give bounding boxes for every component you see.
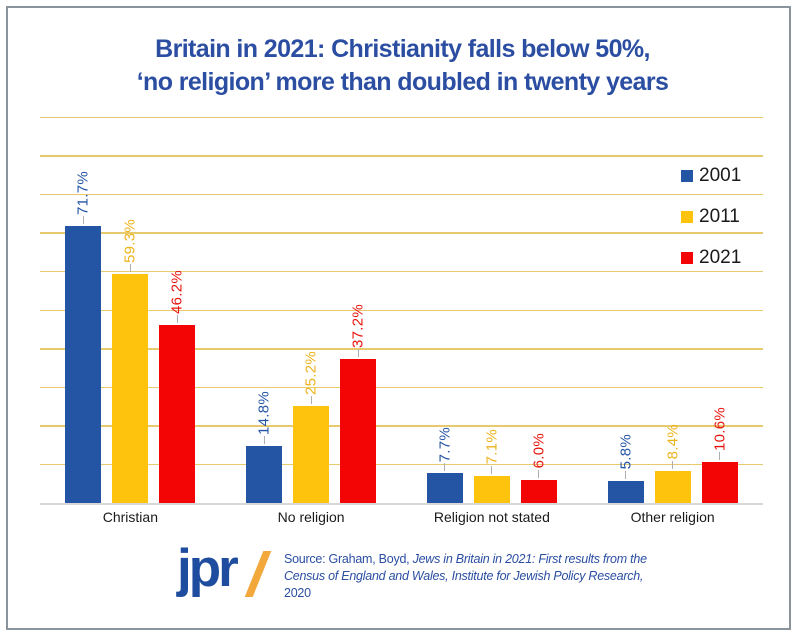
label-leader-tick [176, 314, 178, 323]
label-leader-tick [625, 470, 627, 479]
bar-2021-religion-not-stated: 6.0% [520, 433, 557, 503]
bar-group-other-religion: 5.8% 8.4% 10.6% [582, 117, 763, 503]
label-leader-tick [538, 469, 540, 478]
legend-label: 2011 [699, 206, 740, 227]
legend: 2001 2011 2021 [681, 165, 741, 269]
source-italic: Jews in Britain in 2021: First results f… [412, 552, 647, 566]
source-line: 2020 [284, 585, 647, 602]
bar-group-christian: 71.7% 59.3% 46.2% [40, 117, 221, 503]
gridline [40, 348, 763, 350]
bar-value-label: 10.6% [711, 407, 729, 452]
bar-group-no-religion: 14.8% 25.2% 37.2% [221, 117, 402, 503]
category-label-religion-not-stated: Religion not stated [433, 509, 550, 525]
bar-2001-christian: 71.7% [65, 171, 102, 503]
legend-label: 2021 [699, 247, 742, 268]
gridline [40, 309, 763, 311]
legend-item-2021: 2021 [681, 247, 741, 269]
legend-item-2011: 2011 [681, 206, 741, 228]
bar-value-label: 5.8% [617, 434, 635, 470]
bar-2011-christian: 59.3% [112, 219, 149, 503]
source-line: Source: Graham, Boyd, Jews in Britain in… [284, 551, 647, 568]
gridline [40, 270, 763, 273]
bar-value-label: 71.7% [74, 171, 92, 216]
bar-2001-no-religion: 14.8% [246, 391, 283, 503]
gridline [40, 193, 763, 196]
bar-value-label: 7.1% [483, 429, 501, 465]
label-leader-tick [310, 395, 312, 404]
legend-label: 2001 [699, 165, 742, 186]
label-leader-tick [719, 452, 721, 461]
source-regular: Source: Graham, Boyd, [284, 552, 413, 566]
gridline [40, 425, 763, 427]
chart-title: Britain in 2021: Christianity falls belo… [0, 33, 805, 99]
bar-value-label: 25.2% [302, 350, 320, 395]
jpr-logo: jpr [177, 539, 239, 598]
label-leader-tick [82, 216, 84, 225]
source-text: Source: Graham, Boyd, Jews in Britain in… [284, 551, 647, 601]
legend-item-2001: 2001 [681, 165, 741, 187]
plot-area: 71.7% 59.3% 46.2% 14.8% 25.2% 37.2% 7.7% 7.1% 6.… [40, 116, 763, 505]
gridline [40, 232, 763, 234]
bar-value-label: 8.4% [664, 424, 682, 460]
bar-value-label: 46.2% [168, 269, 186, 314]
bar-2001-other-religion: 5.8% [607, 434, 644, 503]
bar-value-label: 14.8% [255, 390, 273, 435]
label-leader-tick [444, 463, 446, 472]
label-leader-tick [672, 460, 674, 469]
bar-2011-other-religion: 8.4% [654, 424, 691, 503]
gridline [40, 155, 763, 157]
bar-value-label: 59.3% [121, 219, 139, 264]
category-label-no-religion: No religion [277, 509, 345, 525]
category-label-other-religion: Other religion [630, 509, 715, 525]
bar-value-label: 6.0% [530, 433, 548, 469]
chart-title-line1: Britain in 2021: Christianity falls belo… [155, 35, 650, 63]
bar-2011-religion-not-stated: 7.1% [473, 429, 510, 503]
label-leader-tick [491, 465, 493, 474]
bar-value-label: 7.7% [436, 426, 454, 463]
label-leader-tick [357, 349, 359, 358]
legend-swatch-icon [681, 170, 693, 182]
chart-title-line2: ‘no religion’ more than doubled in twent… [136, 68, 669, 96]
source-italic: Census of England and Wales, Institute f… [284, 568, 644, 583]
legend-swatch-icon [681, 211, 693, 223]
category-label-christian: Christian [102, 509, 158, 525]
bar-group-religion-not-stated: 7.7% 7.1% 6.0% [402, 117, 583, 503]
bar-2021-other-religion: 10.6% [701, 407, 738, 503]
legend-swatch-icon [681, 252, 693, 264]
gridline [40, 463, 763, 466]
label-leader-tick [263, 435, 265, 444]
source-line: Census of England and Wales, Institute f… [284, 568, 647, 585]
bar-2001-religion-not-stated: 7.7% [426, 427, 463, 503]
source-regular: 2020 [284, 585, 311, 600]
gridline [40, 386, 763, 389]
bar-2021-christian: 46.2% [159, 270, 196, 503]
label-leader-tick [129, 264, 131, 273]
bar-value-label: 37.2% [349, 304, 367, 349]
gridline [40, 116, 763, 118]
bar-2021-no-religion: 37.2% [340, 304, 377, 503]
bar-2011-no-religion: 25.2% [293, 351, 330, 503]
